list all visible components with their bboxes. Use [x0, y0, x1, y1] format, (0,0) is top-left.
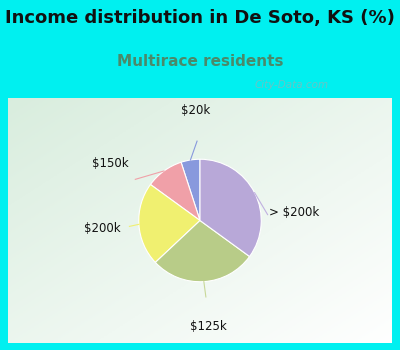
Wedge shape [200, 159, 261, 257]
Text: > $200k: > $200k [269, 206, 319, 219]
Wedge shape [139, 184, 200, 262]
Text: $200k: $200k [84, 222, 120, 235]
Text: $125k: $125k [190, 320, 226, 333]
Wedge shape [155, 220, 250, 282]
Wedge shape [150, 162, 200, 220]
Text: Multirace residents: Multirace residents [117, 54, 283, 69]
Text: $150k: $150k [92, 157, 128, 170]
Text: $20k: $20k [181, 104, 210, 117]
Text: Income distribution in De Soto, KS (%): Income distribution in De Soto, KS (%) [5, 9, 395, 27]
Wedge shape [181, 159, 200, 220]
Text: City-Data.com: City-Data.com [255, 80, 329, 91]
